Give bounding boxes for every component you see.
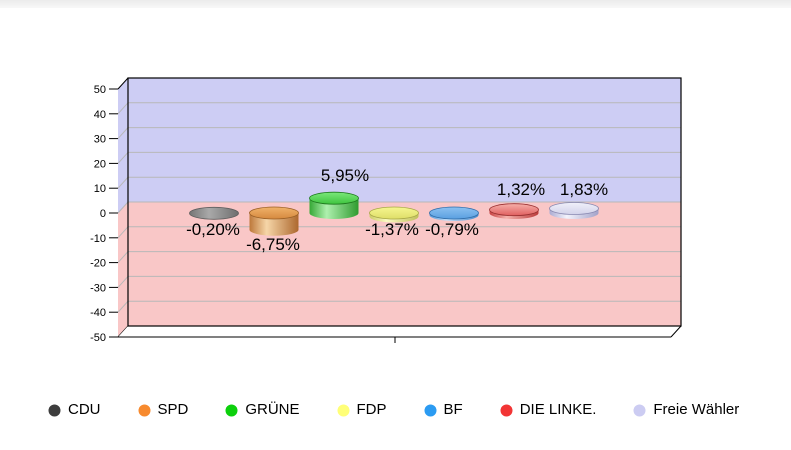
left-wall-gridlines [117, 102, 129, 313]
bars [189, 191, 599, 236]
value-label-gruene: 5,95% [321, 166, 369, 185]
legend-label-bf: BF [443, 401, 463, 418]
legend-label-gruene: GRÜNE [245, 401, 300, 418]
value-label-bf: -0,79% [425, 220, 479, 239]
legend-marker-cdu [48, 404, 61, 416]
y-axis-labels: 50 40 30 20 10 0 -10 -20 -30 -40 -50 [90, 84, 106, 344]
ytick-n50: -50 [90, 332, 106, 344]
legend-dot-icon [424, 404, 437, 416]
legend-marker-bf [424, 404, 437, 416]
legend-item-freie-waehler: Freie Wähler [633, 399, 739, 421]
gridlines [128, 102, 681, 302]
ytick-0: 0 [100, 208, 106, 220]
legend-marker-spd [138, 404, 150, 416]
legend-item-die-linke: DIE LINKE. [500, 399, 597, 421]
legend-marker-freie-waehler [633, 404, 646, 416]
legend-dot-icon [48, 404, 61, 416]
legend-label-freie-waehler: Freie Wähler [653, 401, 740, 418]
legend-dot-icon [500, 404, 513, 416]
legend-dot-icon [225, 404, 238, 416]
bar-freie-waehler [549, 202, 599, 219]
ytick-n20: -20 [90, 258, 106, 270]
legend-label-cdu: CDU [68, 401, 101, 418]
ytick-30: 30 [94, 134, 106, 146]
ytick-n40: -40 [90, 307, 106, 319]
left-wall [117, 77, 129, 338]
legend-item-spd: SPD [138, 399, 189, 421]
bar-bf [429, 206, 479, 222]
value-label-freie-waehler: 1,83% [560, 180, 608, 199]
bar-fdp [369, 206, 419, 223]
window-top-strip [0, 0, 791, 8]
legend-label-spd: SPD [157, 401, 189, 418]
value-label-cdu: -0,20% [186, 220, 240, 239]
ytick-40: 40 [94, 109, 106, 121]
ytick-n30: -30 [90, 282, 106, 294]
legend-dot-icon [337, 404, 350, 416]
ytick-20: 20 [94, 158, 106, 170]
bar-die-linke [489, 203, 539, 219]
floor [118, 325, 682, 338]
value-label-die-linke: 1,32% [497, 180, 545, 199]
legend-marker-fdp [337, 404, 350, 416]
legend-item-cdu: CDU [48, 399, 101, 421]
legend-item-fdp: FDP [337, 399, 387, 421]
back-wall [127, 77, 682, 327]
ytick-10: 10 [94, 183, 106, 195]
legend-item-bf: BF [424, 399, 463, 421]
value-labels: -0,20% -6,75% 5,95% -1,37% -0,79% 1,32% … [186, 166, 608, 254]
legend-marker-die-linke [500, 404, 513, 416]
bar-gruene [309, 191, 359, 219]
y-axis [109, 88, 118, 338]
legend-dot-icon [633, 404, 646, 416]
bar-cdu [189, 206, 239, 220]
legend-label-die-linke: DIE LINKE. [519, 401, 597, 418]
ytick-50: 50 [94, 84, 106, 96]
value-label-fdp: -1,37% [365, 220, 419, 239]
legend-item-gruene: GRÜNE [225, 399, 300, 421]
value-label-spd: -6,75% [246, 235, 300, 254]
ytick-n10: -10 [90, 233, 106, 245]
legend-dot-icon [138, 404, 150, 416]
bar-spd [249, 206, 299, 236]
legend-marker-gruene [225, 404, 238, 416]
legend-label-fdp: FDP [356, 401, 387, 418]
legend: CDU SPD GRÜNE FDP BF DIE LINKE. Freie Wä… [48, 399, 739, 421]
